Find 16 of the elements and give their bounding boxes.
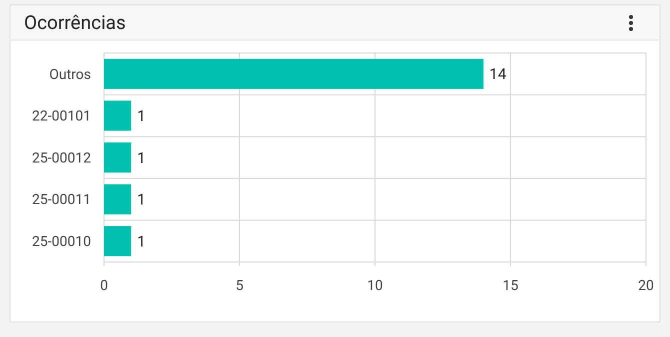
data-label: 1: [137, 232, 146, 250]
data-label: 1: [137, 190, 146, 209]
chart-title: Ocorrências: [24, 11, 126, 34]
y-tick-label: 25-00011: [32, 192, 91, 208]
x-tick-label: 0: [100, 278, 108, 294]
y-tick-label: 25-00010: [32, 234, 92, 250]
x-tick-label: 15: [502, 278, 518, 294]
x-tick-label: 10: [367, 278, 383, 294]
data-label: 1: [137, 106, 146, 125]
data-label: 1: [137, 148, 146, 167]
y-tick-label: 22-00101: [32, 108, 91, 125]
data-label: 14: [489, 65, 507, 84]
y-tick-label: 25-00012: [32, 150, 92, 166]
x-tick-label: 5: [236, 278, 244, 294]
x-tick-label: 20: [638, 278, 654, 294]
y-tick-label: Outros: [49, 66, 91, 83]
